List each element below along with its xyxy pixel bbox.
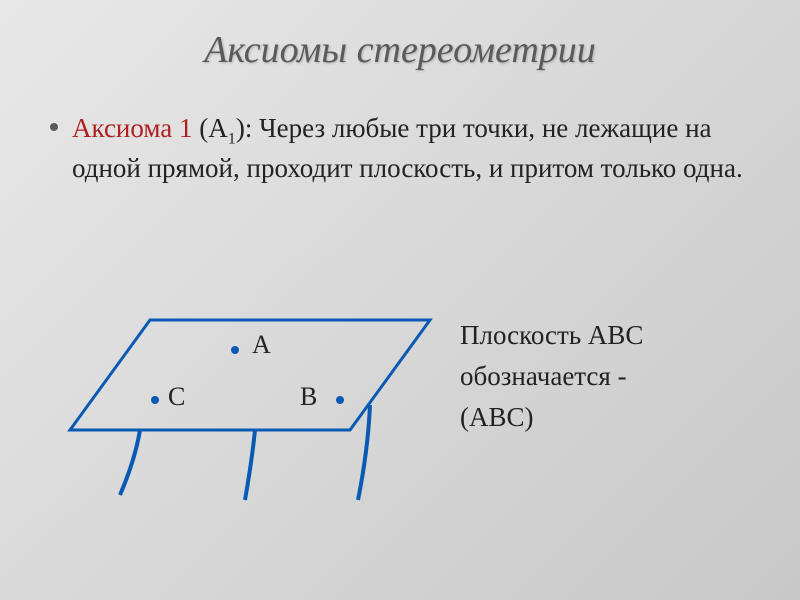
point-b-label: В xyxy=(300,382,317,412)
denoted-line: обозначается - xyxy=(460,361,643,392)
axiom-label-red: Аксиома 1 xyxy=(72,113,199,143)
right-labels: Плоскость АВС обозначается - (АВС) xyxy=(460,320,643,443)
bullet-icon xyxy=(50,123,58,131)
axiom-block: Аксиома 1 (А1): Через любые три точки, н… xyxy=(0,72,800,187)
notation-line: (АВС) xyxy=(460,402,643,433)
point-a-label: А xyxy=(252,330,271,360)
point-a-dot xyxy=(231,346,239,354)
plane-leg-2 xyxy=(245,430,255,500)
page-title: Аксиомы стереометрии xyxy=(0,0,800,72)
point-b-dot xyxy=(336,396,344,404)
axiom-bullet-line: Аксиома 1 (А1): Через любые три точки, н… xyxy=(50,110,750,187)
axiom-text: Аксиома 1 (А1): Через любые три точки, н… xyxy=(72,110,750,187)
axiom-paren-open: (А xyxy=(199,113,228,143)
plane-parallelogram xyxy=(70,320,430,430)
axiom-paren-close: ): xyxy=(236,113,259,143)
diagram-area: А С В Плоскость АВС обозначается - (АВС) xyxy=(0,300,800,580)
axiom-subscript: 1 xyxy=(228,129,236,147)
plane-leg-1 xyxy=(120,430,140,495)
point-c-label: С xyxy=(168,382,185,412)
plane-name-line: Плоскость АВС xyxy=(460,320,643,351)
point-c-dot xyxy=(151,396,159,404)
plane-leg-3 xyxy=(358,405,370,500)
